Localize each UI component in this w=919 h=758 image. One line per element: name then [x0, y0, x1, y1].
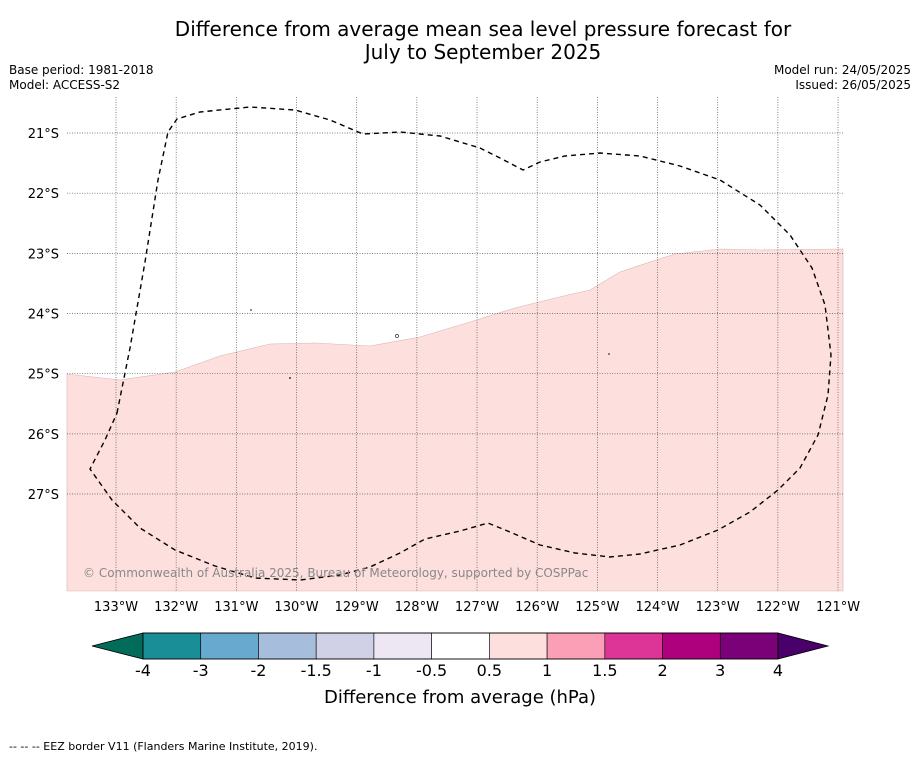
model-run: Model run: 24/05/2025: [773, 63, 911, 77]
colorbar: -4 -3 -2 -1.5 -1 -0.5 0.5 1 1.5 2 3 4 Difference fr…: [91, 632, 830, 708]
colorbar-high-extend: [777, 632, 830, 660]
colorbar-bin: [258, 632, 317, 660]
lat-tick-label: 24°S: [28, 308, 59, 323]
lon-tick-label: 122°W: [756, 600, 800, 615]
colorbar-tick-labels: -4 -3 -2 -1.5 -1 -0.5 0.5 1 1.5 2 3 4: [135, 661, 783, 680]
colorbar-tick: 1: [542, 661, 552, 680]
lon-tick-label: 130°W: [274, 600, 318, 615]
lon-tick-label: 125°W: [575, 600, 619, 615]
colorbar-bin: [489, 632, 548, 660]
colorbar-tick: -4: [135, 661, 151, 680]
colorbar-bin: [719, 632, 779, 660]
copyright-text: © Commonwealth of Australia 2025, Bureau…: [83, 566, 588, 580]
lat-tick-label: 27°S: [28, 488, 59, 503]
colorbar-tick: 2: [657, 661, 667, 680]
colorbar-tick: -3: [193, 661, 209, 680]
model-name: Model: ACCESS-S2: [9, 78, 121, 92]
colorbar-tick: -2: [250, 661, 266, 680]
colorbar-bin: [200, 632, 259, 660]
lat-tick-label: 21°S: [28, 127, 59, 142]
lon-tick-label: 126°W: [515, 600, 559, 615]
lat-tick-label: 22°S: [28, 187, 59, 202]
title-line-2: July to September 2025: [364, 40, 602, 64]
graticule: [67, 97, 843, 591]
colorbar-bin: [431, 632, 490, 660]
latitude-labels: 21°S 22°S 23°S 24°S 25°S 26°S 27°S: [28, 127, 59, 503]
lat-tick-label: 25°S: [28, 368, 59, 383]
lon-tick-label: 121°W: [816, 600, 860, 615]
colorbar-tick: 0.5: [477, 661, 502, 680]
colorbar-frame: [142, 632, 779, 660]
colorbar-bin: [142, 632, 202, 660]
lon-tick-label: 132°W: [154, 600, 198, 615]
lon-tick-label: 124°W: [635, 600, 679, 615]
island-ring: [395, 334, 399, 338]
colorbar-label: Difference from average (hPa): [324, 687, 596, 708]
lon-tick-label: 127°W: [455, 600, 499, 615]
colorbar-tick: -1.5: [301, 661, 332, 680]
colorbar-bin: [604, 632, 663, 660]
lon-tick-label: 129°W: [335, 600, 379, 615]
run-info: Model run: 24/05/2025 Issued: 26/05/2025: [774, 63, 911, 93]
base-info: Base period: 1981-2018 Model: ACCESS-S2: [9, 63, 154, 93]
map-panel: © Commonwealth of Australia 2025, Bureau…: [66, 97, 844, 592]
issued-date: Issued: 26/05/2025: [795, 78, 911, 92]
colorbar-tick: -1: [366, 661, 382, 680]
lon-tick-label: 128°W: [395, 600, 439, 615]
colorbar-tick: 4: [773, 661, 783, 680]
colorbar-tick: 3: [715, 661, 725, 680]
island-dot: [250, 309, 252, 311]
base-period: Base period: 1981-2018: [9, 63, 154, 77]
lat-tick-label: 23°S: [28, 247, 59, 262]
title-line-1: Difference from average mean sea level p…: [174, 17, 792, 41]
colorbar-bin: [662, 632, 721, 660]
colorbar-bin: [315, 632, 375, 660]
colorbar-tick: -0.5: [416, 661, 447, 680]
eez-border: [89, 106, 832, 581]
colorbar-bin: [373, 632, 432, 660]
lon-tick-label: 131°W: [214, 600, 258, 615]
colorbar-bins: [142, 632, 779, 660]
island-dot: [289, 377, 291, 379]
colorbar-bin: [546, 632, 606, 660]
lon-tick-label: 133°W: [94, 600, 138, 615]
longitude-labels: 133°W 132°W 131°W 130°W 129°W 128°W 127°W 126°W…: [94, 600, 860, 615]
lat-tick-label: 26°S: [28, 428, 59, 443]
small-islands: [250, 309, 610, 379]
colorbar-low-extend: [91, 632, 144, 660]
eez-footnote: -- -- -- EEZ border V11 (Flanders Marine…: [9, 740, 318, 753]
chart-title: Difference from average mean sea level p…: [0, 18, 919, 64]
colorbar-tick: 1.5: [592, 661, 617, 680]
island-dot: [608, 353, 610, 355]
lon-tick-label: 123°W: [696, 600, 740, 615]
